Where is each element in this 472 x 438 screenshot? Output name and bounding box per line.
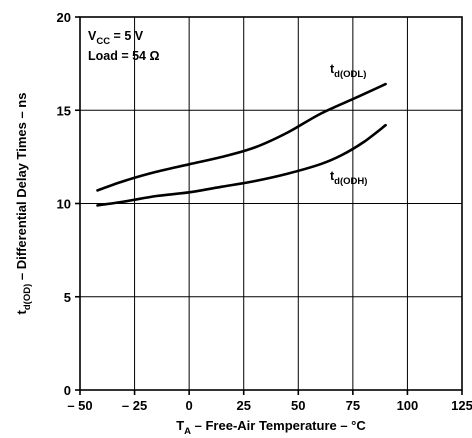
series-label-odh: td(ODH) [330,169,367,187]
x-tick-label: 0 [186,398,193,413]
y-tick-label: 15 [57,103,71,118]
y-tick-label: 5 [64,290,71,305]
y-tick-label: 0 [64,383,71,398]
x-tick-label: 100 [397,398,419,413]
series-line-odl [96,82,387,192]
series-line-odh [96,123,387,207]
x-tick-label: 25 [236,398,250,413]
x-tick-label: 50 [291,398,305,413]
y-axis-title: td(OD) – Differential Delay Times – ns [14,93,33,315]
x-tick-label: 75 [346,398,360,413]
y-tick-label: 10 [57,197,71,212]
x-tick-label: – 25 [122,398,147,413]
x-tick-label: 125 [451,398,472,413]
x-tick-label: – 50 [67,398,92,413]
y-tick-label: 20 [57,10,71,25]
plot-frame [79,16,463,391]
grid-layer [80,17,462,390]
curve-layer [96,82,387,207]
condition-vcc: VCC = 5 V [88,29,144,47]
series-label-odl: td(ODL) [330,62,366,80]
tick-layer: – 50 – 25 0 25 50 75 100 125 0 5 10 15 20 [57,10,472,413]
condition-load: Load = 54 Ω [88,49,160,63]
x-axis-title: TA – Free-Air Temperature – °C [176,418,366,437]
